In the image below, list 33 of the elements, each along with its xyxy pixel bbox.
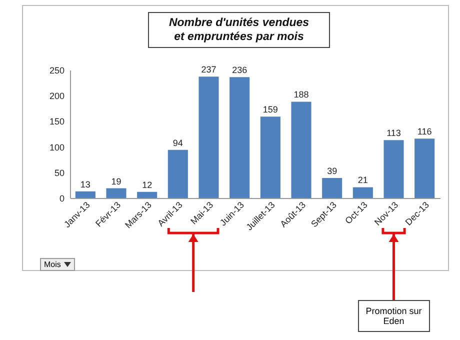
y-tick-label: 150 bbox=[49, 116, 64, 127]
bar bbox=[291, 102, 312, 198]
text: Promotion sur Eden bbox=[358, 300, 430, 332]
bar bbox=[414, 138, 435, 198]
data-label: 116 bbox=[417, 126, 432, 137]
data-label: 21 bbox=[358, 175, 368, 186]
bar bbox=[198, 76, 219, 198]
y-tick-label: 100 bbox=[49, 142, 64, 152]
field-button: Mois bbox=[40, 258, 75, 271]
data-label: 94 bbox=[172, 138, 183, 148]
data-label: 188 bbox=[294, 90, 309, 100]
y-tick-label: 200 bbox=[49, 91, 64, 102]
bar bbox=[352, 187, 373, 198]
bar bbox=[230, 77, 250, 198]
bar bbox=[168, 150, 188, 198]
bar bbox=[137, 192, 158, 198]
bar bbox=[260, 116, 280, 198]
bar bbox=[322, 178, 342, 198]
data-label: 13 bbox=[80, 179, 90, 190]
data-label: 12 bbox=[142, 180, 152, 190]
bar bbox=[75, 191, 96, 198]
data-label: 237 bbox=[201, 64, 216, 75]
bar bbox=[106, 188, 126, 198]
data-label: 113 bbox=[386, 128, 401, 138]
y-tick-label: 250 bbox=[49, 66, 64, 76]
chart-title: Nombre d'unités vendues et empruntées par mois bbox=[148, 12, 330, 48]
data-label: 159 bbox=[262, 104, 278, 115]
data-label: 236 bbox=[232, 65, 248, 76]
data-label: 39 bbox=[327, 166, 338, 176]
y-tick-label: 0 bbox=[59, 194, 64, 204]
y-tick-label: 50 bbox=[54, 168, 64, 178]
bar bbox=[384, 140, 404, 198]
data-label: 19 bbox=[111, 176, 122, 186]
